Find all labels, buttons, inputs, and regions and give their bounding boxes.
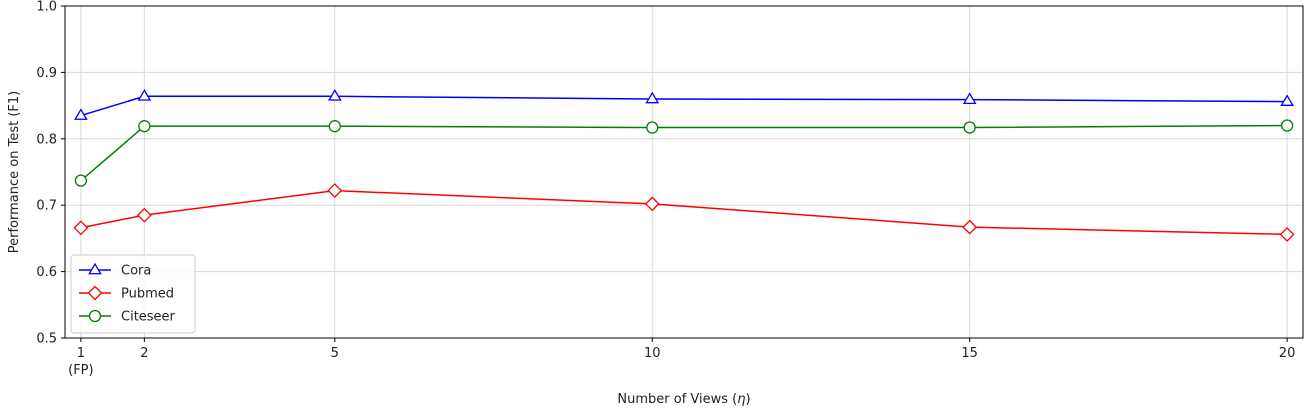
y-tick-label: 1.0 <box>36 0 57 15</box>
data-point-cora <box>74 108 88 120</box>
plot-frame <box>64 5 1304 339</box>
y-tick-label: 0.5 <box>36 332 57 347</box>
legend-label: Citeseer <box>121 310 176 325</box>
data-point-pubmed <box>644 196 660 212</box>
legend-swatch-marker <box>87 285 103 301</box>
data-series <box>73 89 1295 242</box>
legend-item-cora: Cora <box>79 262 151 279</box>
data-point-pubmed <box>962 219 978 235</box>
grid-lines <box>65 5 1303 339</box>
y-tick-label: 0.8 <box>36 132 57 147</box>
legend-box <box>70 254 196 334</box>
data-point-cora <box>137 89 152 101</box>
x-axis: 1 (FP) 2 5 10 15 20 <box>68 338 1295 378</box>
series-pubmed <box>73 183 1295 242</box>
legend-label: Pubmed <box>121 287 174 302</box>
legend-swatch-marker <box>88 262 102 275</box>
y-tick-label: 0.9 <box>36 66 57 81</box>
x-tick-label: 2 <box>140 346 148 361</box>
data-point-citeseer <box>138 120 151 133</box>
x-axis-label: Number of Views (η) <box>617 392 750 407</box>
data-point-cora <box>962 92 977 104</box>
x-tick-sublabel: (FP) <box>68 363 93 378</box>
series-line-cora <box>80 95 1288 117</box>
data-point-cora <box>327 89 342 101</box>
legend-item-citeseer: Citeseer <box>79 310 176 325</box>
x-tick-label: 5 <box>331 346 339 361</box>
y-tick-label: 0.6 <box>36 265 57 280</box>
series-citeseer <box>74 119 1294 187</box>
series-cora <box>74 89 1294 120</box>
data-point-pubmed <box>73 220 89 236</box>
data-point-citeseer <box>646 121 659 134</box>
data-point-cora <box>645 91 660 104</box>
data-point-pubmed <box>1279 226 1295 242</box>
y-tick-label: 0.7 <box>36 199 57 214</box>
legend-swatch-marker <box>88 309 102 323</box>
data-point-pubmed <box>327 183 343 199</box>
x-tick-label: 10 <box>644 346 661 361</box>
series-line-pubmed <box>80 189 1288 236</box>
y-axis-label: Performance on Test (F1) <box>7 91 22 253</box>
data-point-pubmed <box>136 207 152 223</box>
data-point-citeseer <box>328 120 341 133</box>
x-tick-label: 20 <box>1279 346 1296 361</box>
data-point-citeseer <box>1280 119 1294 132</box>
legend-label: Cora <box>121 264 151 279</box>
legend: Cora Pubmed Citeseer <box>70 254 196 334</box>
y-axis: 0.5 0.6 0.7 0.8 0.9 1.0 <box>36 0 65 347</box>
data-point-citeseer <box>74 174 88 187</box>
data-point-citeseer <box>963 121 976 134</box>
series-line-citeseer <box>80 124 1288 182</box>
legend-item-pubmed: Pubmed <box>79 285 174 302</box>
data-point-cora <box>1280 94 1294 106</box>
x-tick-label: 15 <box>961 346 978 361</box>
x-tick-label: 1 <box>77 346 85 361</box>
